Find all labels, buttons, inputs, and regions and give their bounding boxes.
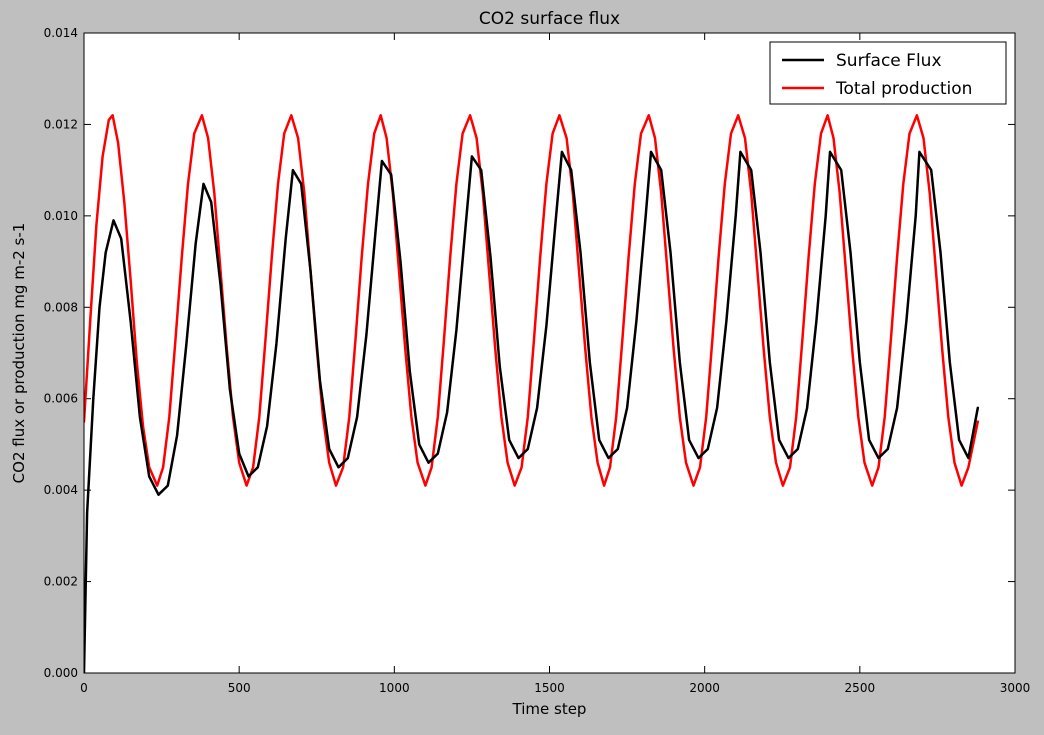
- legend: Surface Flux Total production: [769, 41, 1007, 105]
- x-tick-label: 3000: [1000, 681, 1031, 695]
- series-layer: [84, 114, 980, 673]
- y-axis-label: CO2 flux or production mg m-2 s-1: [10, 223, 28, 484]
- y-tick-label: 0.012: [44, 117, 78, 131]
- x-axis-label: Time step: [512, 700, 587, 718]
- y-tick-label: 0.014: [44, 26, 78, 40]
- x-tick-label: 1000: [379, 681, 410, 695]
- y-tick-label: 0.000: [44, 666, 78, 680]
- y-tick-label: 0.002: [44, 575, 78, 589]
- ticks-layer: 0 500 1000 1500 2000 2500 3000 0.000 0.002 0.004 0…: [44, 26, 1031, 695]
- x-tick-label: 2500: [845, 681, 876, 695]
- x-tick-label: 0: [80, 681, 88, 695]
- x-tick-label: 500: [228, 681, 251, 695]
- series-line-surface-flux: [84, 150, 980, 673]
- y-tick-label: 0.008: [44, 300, 78, 314]
- legend-box: [769, 41, 1007, 105]
- legend-label: Surface Flux: [836, 51, 942, 71]
- x-tick-label: 1500: [534, 681, 565, 695]
- y-tick-label: 0.006: [44, 392, 78, 406]
- legend-label: Total production: [835, 79, 972, 99]
- chart-title: CO2 surface flux: [479, 9, 620, 29]
- plot-frame: [83, 32, 1016, 674]
- x-tick-label: 2000: [689, 681, 720, 695]
- y-tick-label: 0.004: [44, 483, 78, 497]
- plot-area: [84, 33, 1015, 673]
- y-tick-label: 0.010: [44, 209, 78, 223]
